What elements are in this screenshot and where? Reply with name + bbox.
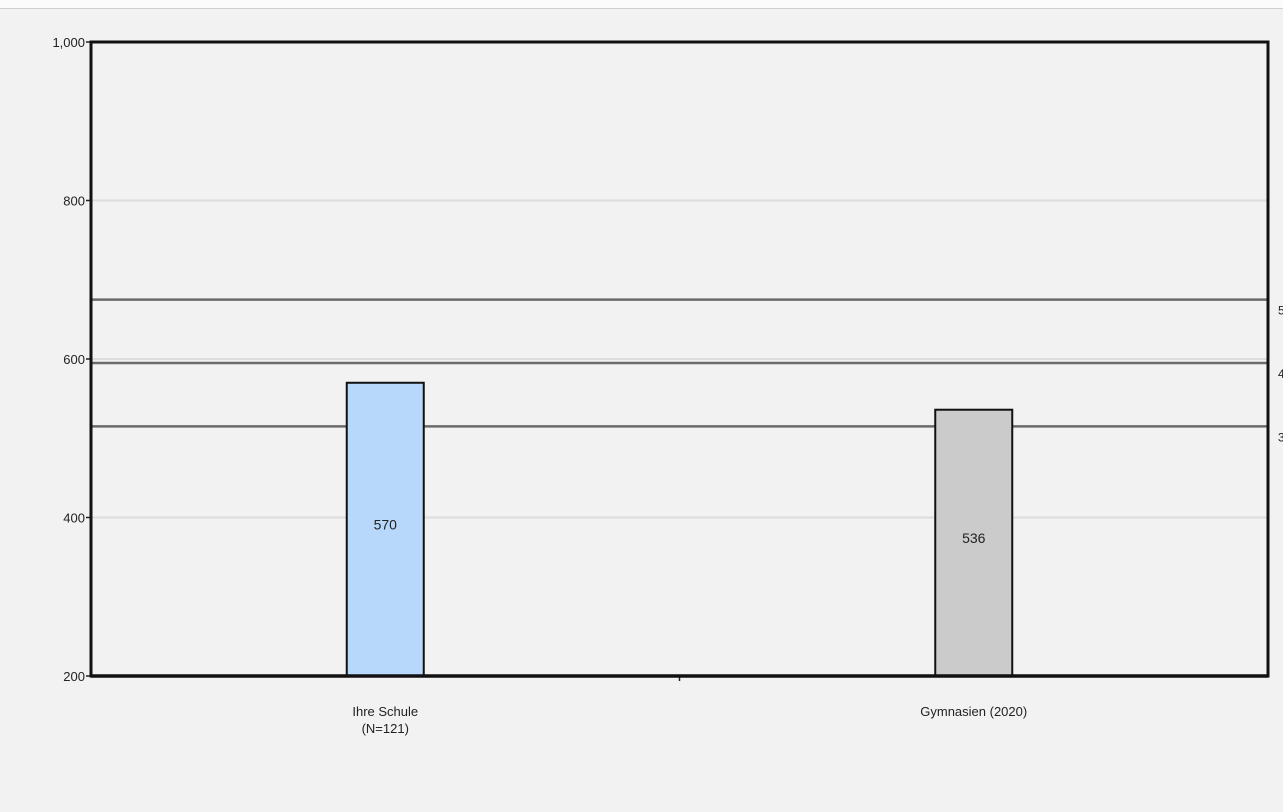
reference-line-label: 3	[1278, 430, 1283, 444]
y-tick-label: 400	[63, 511, 85, 526]
y-tick-label: 800	[63, 194, 85, 209]
labels: 200 400 600 800 1,000 5 4 3 570 Ihre Schule (N=121…	[52, 35, 1283, 736]
bar-value-label: 536	[962, 530, 986, 546]
y-tick-label: 1,000	[52, 35, 85, 50]
reference-line-label: 4	[1278, 367, 1283, 381]
x-category-label-line2: (N=121)	[362, 721, 409, 736]
y-tick-label: 600	[63, 352, 85, 367]
reference-line-label: 5	[1278, 304, 1283, 318]
x-category-label: Gymnasien (2020)	[920, 704, 1027, 719]
top-divider	[0, 0, 1283, 9]
reference-lines	[91, 298, 1268, 428]
y-tick-label: 200	[63, 669, 85, 684]
bar	[934, 408, 1014, 677]
x-category-label: Ihre Schule	[352, 704, 418, 719]
axes	[86, 40, 1270, 681]
bar-value-label: 570	[374, 516, 398, 532]
grid-layer	[91, 42, 1268, 676]
